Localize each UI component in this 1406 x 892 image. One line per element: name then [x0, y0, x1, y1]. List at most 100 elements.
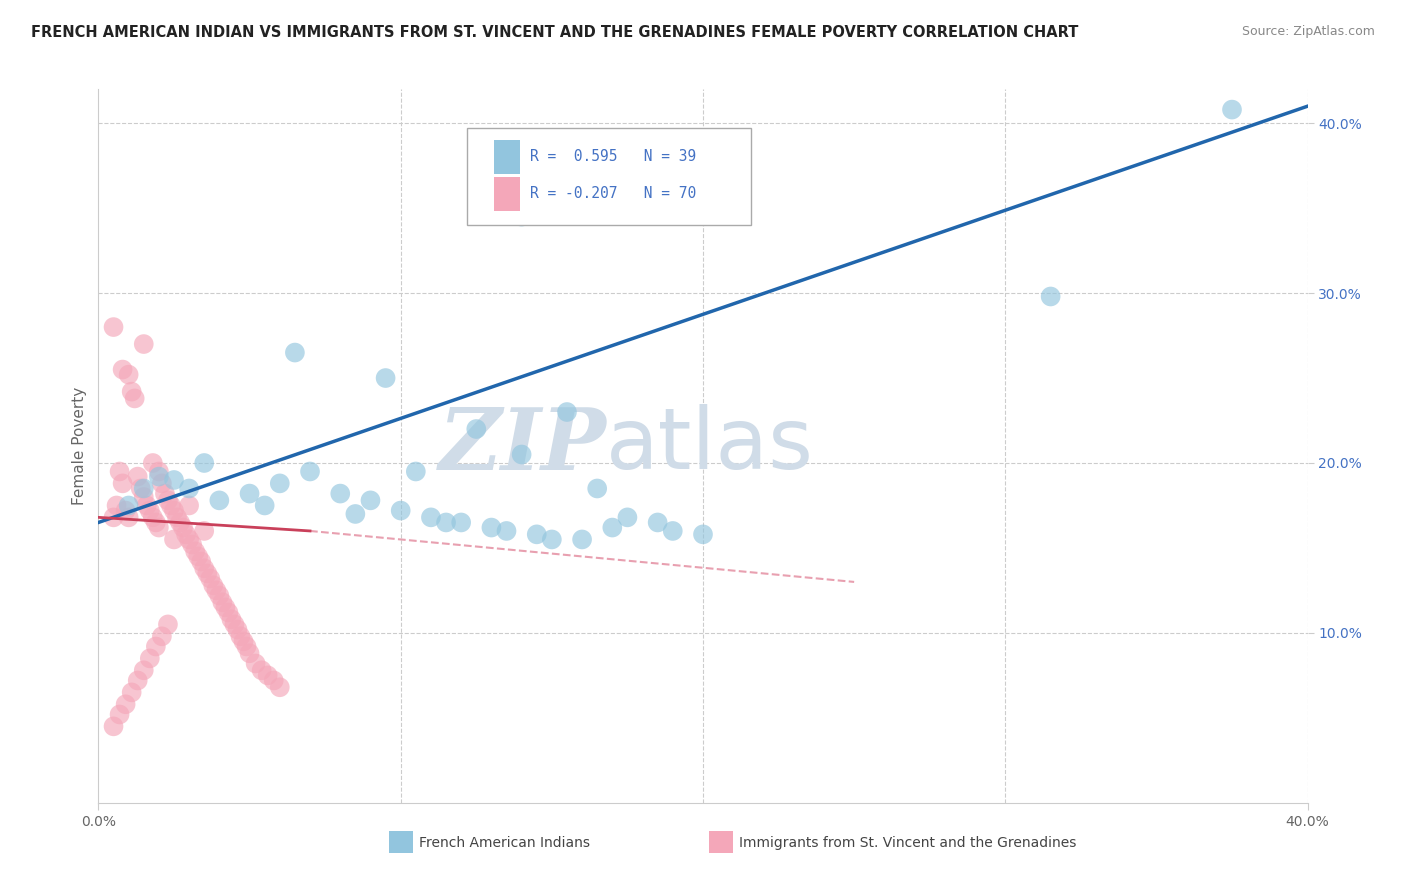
Point	[142, 510, 165, 524]
Point	[132, 482, 155, 496]
Point	[118, 510, 141, 524]
Point	[103, 510, 125, 524]
Point	[139, 503, 162, 517]
Point	[239, 646, 262, 660]
Point	[205, 583, 228, 598]
Point	[450, 516, 472, 530]
Point	[253, 499, 276, 513]
Point	[495, 524, 517, 538]
Point	[229, 629, 252, 643]
Point	[217, 606, 239, 620]
Point	[481, 520, 503, 534]
Point	[135, 499, 157, 513]
Y-axis label: Female Poverty: Female Poverty	[72, 387, 87, 505]
Point	[226, 623, 249, 637]
Point	[200, 572, 222, 586]
Point	[150, 476, 173, 491]
Point	[181, 537, 204, 551]
Point	[647, 516, 669, 530]
Point	[465, 422, 488, 436]
Point	[208, 589, 231, 603]
Point	[193, 524, 215, 538]
Point	[139, 651, 162, 665]
Point	[616, 510, 638, 524]
Point	[434, 516, 457, 530]
Point	[202, 578, 225, 592]
Point	[299, 465, 322, 479]
Point	[179, 482, 201, 496]
Point	[179, 499, 201, 513]
Text: FRENCH AMERICAN INDIAN VS IMMIGRANTS FROM ST. VINCENT AND THE GRENADINES FEMALE : FRENCH AMERICAN INDIAN VS IMMIGRANTS FRO…	[31, 25, 1078, 40]
Point	[602, 520, 624, 534]
Point	[344, 507, 367, 521]
Point	[239, 486, 262, 500]
Point	[208, 493, 231, 508]
Point	[105, 499, 128, 513]
Point	[193, 561, 215, 575]
Point	[555, 405, 578, 419]
Point	[571, 533, 593, 547]
Point	[150, 629, 173, 643]
Point	[114, 698, 136, 712]
Point	[232, 634, 254, 648]
Point	[510, 210, 533, 224]
Point	[224, 617, 246, 632]
FancyBboxPatch shape	[709, 831, 734, 853]
Point	[193, 456, 215, 470]
Text: Immigrants from St. Vincent and the Grenadines: Immigrants from St. Vincent and the Gren…	[740, 836, 1077, 850]
Point	[184, 544, 207, 558]
Point	[179, 533, 201, 547]
Point	[118, 499, 141, 513]
Point	[389, 503, 412, 517]
FancyBboxPatch shape	[494, 178, 520, 211]
Point	[132, 337, 155, 351]
Point	[256, 668, 278, 682]
Point	[284, 345, 307, 359]
Point	[145, 516, 167, 530]
FancyBboxPatch shape	[494, 140, 520, 175]
Point	[269, 476, 291, 491]
Point	[111, 476, 134, 491]
Point	[250, 663, 273, 677]
Point	[190, 555, 212, 569]
Point	[374, 371, 396, 385]
Point	[121, 384, 143, 399]
Point	[156, 493, 179, 508]
Point	[172, 520, 194, 534]
Point	[540, 533, 562, 547]
Point	[169, 516, 191, 530]
Point	[174, 527, 197, 541]
Point	[132, 663, 155, 677]
Point	[114, 503, 136, 517]
Point	[263, 673, 285, 688]
Point	[1220, 103, 1243, 117]
Point	[160, 499, 183, 513]
Point	[103, 320, 125, 334]
Point	[163, 473, 186, 487]
Text: R =  0.595   N = 39: R = 0.595 N = 39	[530, 149, 696, 164]
Point	[526, 527, 548, 541]
Point	[360, 493, 382, 508]
Text: atlas: atlas	[606, 404, 814, 488]
Point	[166, 510, 188, 524]
Point	[108, 707, 131, 722]
Point	[405, 465, 427, 479]
Point	[145, 640, 167, 654]
Point	[1039, 289, 1062, 303]
Point	[103, 719, 125, 733]
Text: French American Indians: French American Indians	[419, 836, 591, 850]
Point	[211, 595, 233, 609]
Point	[127, 469, 149, 483]
Point	[163, 533, 186, 547]
Text: R = -0.207   N = 70: R = -0.207 N = 70	[530, 186, 696, 201]
Point	[245, 657, 267, 671]
Point	[156, 617, 179, 632]
Point	[148, 465, 170, 479]
Text: Source: ZipAtlas.com: Source: ZipAtlas.com	[1241, 25, 1375, 38]
Point	[121, 685, 143, 699]
Point	[148, 469, 170, 483]
Point	[420, 510, 443, 524]
Point	[269, 680, 291, 694]
Point	[163, 503, 186, 517]
Text: ZIP: ZIP	[439, 404, 606, 488]
